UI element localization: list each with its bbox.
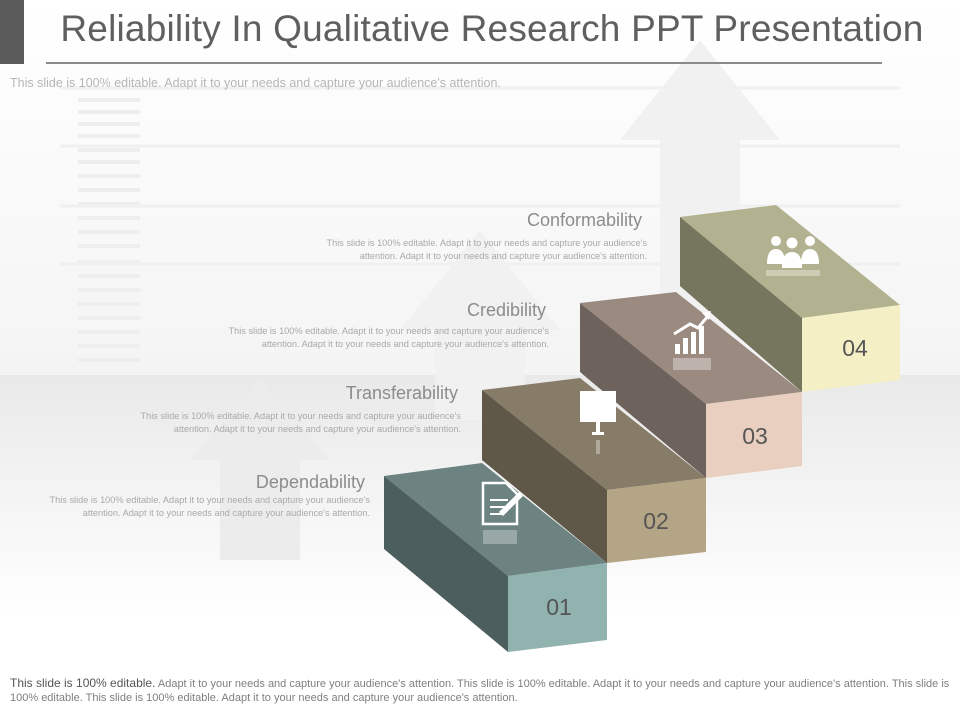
step-front-01 <box>508 563 607 652</box>
step-label-03: Credibility <box>466 300 546 320</box>
corner-accent <box>0 0 24 64</box>
presentation-board-icon <box>580 391 616 454</box>
footer-note: This slide is 100% editable. Adapt it to… <box>10 676 950 705</box>
slide-subtitle: This slide is 100% editable. Adapt it to… <box>10 76 501 90</box>
step-number-02: 02 <box>643 508 669 534</box>
slide-title: Reliability In Qualitative Research PPT … <box>60 8 924 49</box>
step-desc-02: This slide is 100% editable. Adapt it to… <box>140 411 461 434</box>
step-block-01[interactable]: 01 <box>384 463 607 652</box>
step-block-04[interactable]: 04 <box>680 205 900 392</box>
step-label-04: Conformability <box>526 210 642 230</box>
step-label-01: Dependability <box>255 472 365 492</box>
growth-chart-icon <box>673 311 711 370</box>
step-number-04: 04 <box>842 335 868 361</box>
step-number-01: 01 <box>546 594 572 620</box>
step-desc-03: This slide is 100% editable. Adapt it to… <box>228 326 549 349</box>
step-front-03 <box>706 392 802 478</box>
step-front-02 <box>607 478 706 563</box>
document-pen-icon <box>481 481 523 544</box>
step-label-02: Transferability <box>345 383 458 403</box>
footer-lead: This slide is 100% editable. <box>10 676 156 690</box>
step-desc-01: This slide is 100% editable. Adapt it to… <box>49 495 370 518</box>
step-front-04 <box>802 305 900 392</box>
step-number-03: 03 <box>742 423 768 449</box>
step-desc-04: This slide is 100% editable. Adapt it to… <box>326 238 647 261</box>
footer-text: Adapt it to your needs and capture your … <box>10 678 950 704</box>
team-people-icon <box>766 236 820 276</box>
title-underline <box>46 62 882 64</box>
